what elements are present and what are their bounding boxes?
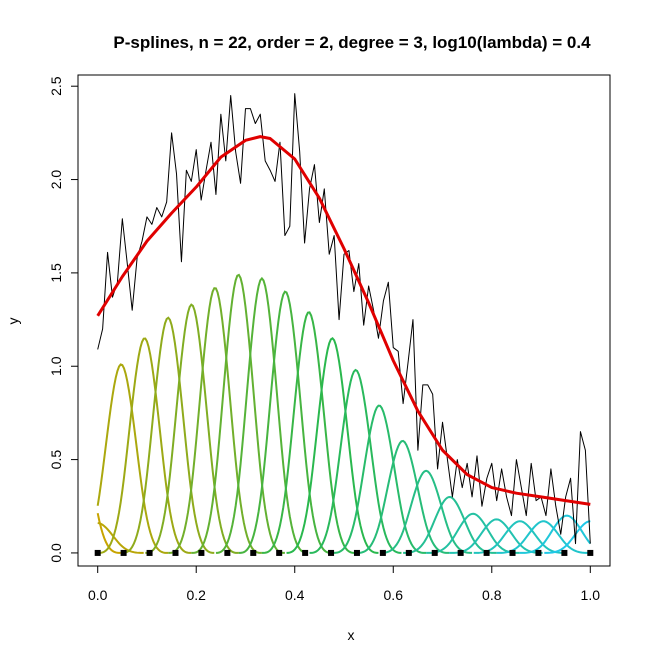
basis-curve [96, 363, 169, 554]
plot-area [94, 93, 594, 556]
knot-marker [535, 549, 542, 556]
knot-marker [457, 549, 464, 556]
knot-marker [509, 549, 516, 556]
data-series [96, 93, 591, 545]
knot-marker [94, 549, 101, 556]
knot-marker [302, 549, 309, 556]
basis-curve [286, 336, 379, 554]
basis-curve [168, 287, 262, 554]
knot-marker [353, 549, 360, 556]
knot-markers [94, 549, 594, 556]
basis-curve [380, 469, 473, 554]
basis-curve [355, 439, 450, 554]
knot-marker [431, 549, 438, 556]
knot-marker [405, 549, 412, 556]
basis-curve [191, 273, 285, 554]
x-tick-label: 0.6 [384, 587, 404, 603]
x-tick-label: 0.8 [482, 587, 502, 603]
y-tick-label: 2.5 [48, 76, 64, 96]
knot-marker [250, 549, 257, 556]
y-tick-label: 1.5 [48, 263, 64, 283]
knot-marker [276, 549, 283, 556]
knot-marker [379, 549, 386, 556]
y-tick-label: 0.0 [48, 543, 64, 563]
x-axis-label: x [348, 627, 355, 643]
basis-curve [309, 368, 402, 554]
knot-marker [587, 549, 594, 556]
basis-curve [122, 316, 215, 554]
knot-marker [328, 549, 335, 556]
basis-curve [97, 522, 144, 554]
basis-curve [332, 404, 427, 554]
knot-marker [483, 549, 490, 556]
x-tick-label: 1.0 [581, 587, 601, 603]
knot-marker [120, 549, 127, 556]
basis-curve [544, 520, 591, 554]
x-tick-label: 0.2 [186, 587, 206, 603]
knot-marker [198, 549, 205, 556]
basis-curve [145, 303, 239, 554]
y-axis: 0.0 0.5 1.0 1.5 2.0 2.5 [48, 76, 79, 563]
basis-functions [96, 273, 592, 554]
basis-curve [261, 311, 356, 554]
knot-marker [561, 549, 568, 556]
x-tick-label: 0.4 [285, 587, 305, 603]
fitted-curve [96, 135, 591, 506]
basis-curve [449, 518, 543, 554]
y-tick-label: 1.0 [48, 356, 64, 376]
x-axis: 0.0 0.2 0.4 0.6 0.8 1.0 [88, 565, 601, 603]
knot-marker [172, 549, 179, 556]
knot-marker [224, 549, 231, 556]
basis-curve [97, 337, 192, 554]
basis-curve [238, 290, 333, 554]
y-axis-label: y [5, 318, 21, 325]
observed-line [97, 93, 591, 545]
basis-curve [215, 276, 308, 554]
y-tick-label: 0.5 [48, 450, 64, 470]
x-tick-label: 0.0 [88, 587, 108, 603]
basis-curve [426, 512, 520, 554]
y-tick-label: 2.0 [48, 170, 64, 190]
basis-curve [519, 514, 592, 554]
basis-curve [403, 495, 497, 554]
chart-title: P-splines, n = 22, order = 2, degree = 3… [113, 33, 591, 52]
knot-marker [146, 549, 153, 556]
